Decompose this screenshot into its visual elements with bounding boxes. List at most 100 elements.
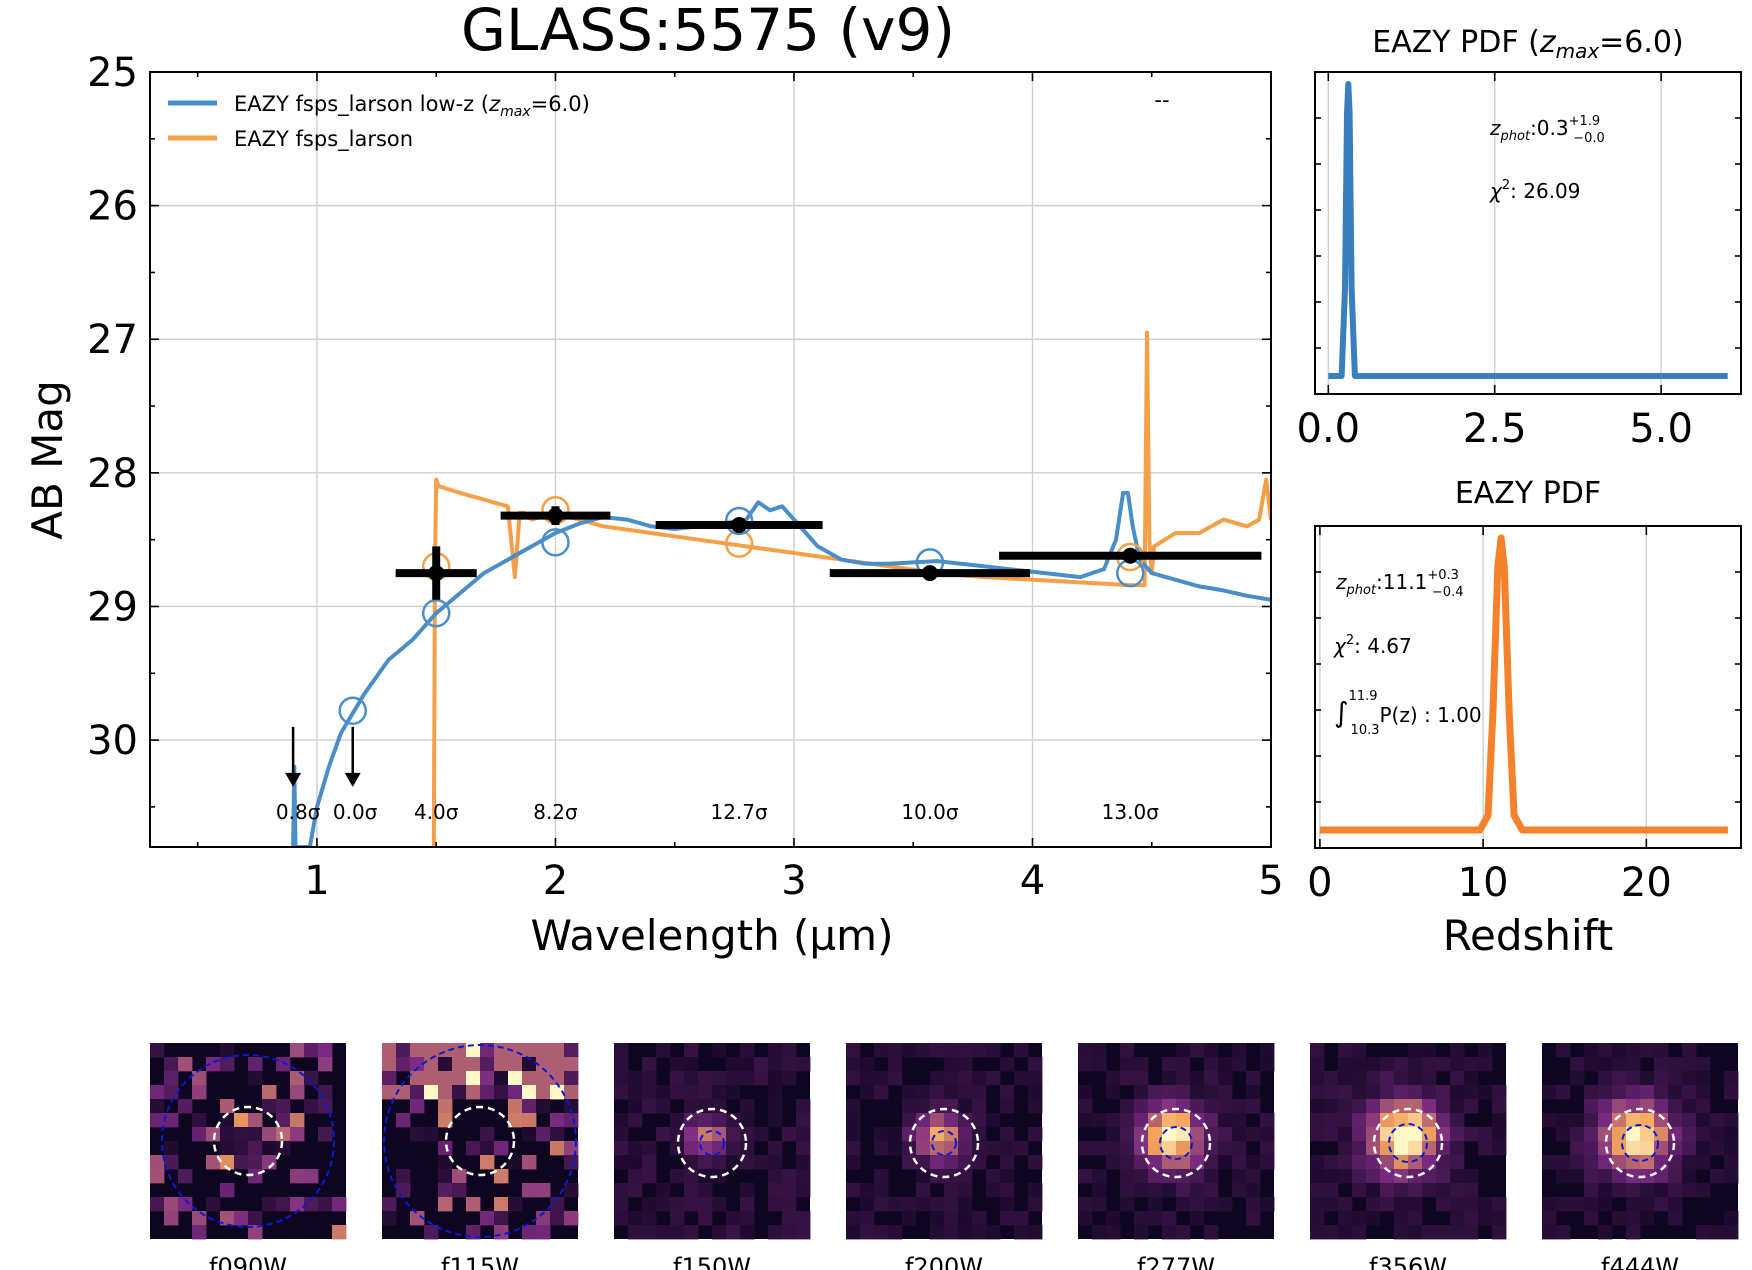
stamp-pixel <box>536 1043 551 1058</box>
stamp-pixel <box>1570 1155 1585 1170</box>
sed-phot-point <box>428 565 445 582</box>
stamp-pixel <box>1218 1141 1233 1156</box>
stamp-pixel <box>930 1113 945 1128</box>
stamp-pixel <box>1218 1155 1233 1170</box>
stamp-pixel <box>550 1211 565 1226</box>
stamp-pixel <box>1668 1183 1683 1198</box>
stamp-pixel <box>1682 1071 1697 1086</box>
stamp-pixel <box>860 1211 875 1226</box>
stamp-pixel <box>1724 1211 1739 1226</box>
stamp-pixel <box>1492 1127 1507 1142</box>
stamp-pixel <box>1696 1113 1711 1128</box>
stamp-pixel <box>1218 1099 1233 1114</box>
stamp-pixel <box>192 1113 207 1128</box>
stamp-pixel <box>1218 1071 1233 1086</box>
stamp-pixel <box>332 1197 347 1212</box>
stamp-pixel <box>614 1183 629 1198</box>
stamp-pixel <box>698 1085 713 1100</box>
stamp-pixel <box>1492 1197 1507 1212</box>
stamp-pixel <box>958 1127 973 1142</box>
stamp-pixel <box>494 1141 509 1156</box>
stamp-pixel <box>1710 1169 1725 1184</box>
stamp-pixel <box>318 1085 333 1100</box>
stamp-pixel <box>796 1155 811 1170</box>
stamp-pixel <box>972 1225 987 1240</box>
stamp-pixel <box>1598 1113 1613 1128</box>
stamp-pixel <box>480 1211 495 1226</box>
stamp-pixel <box>1176 1141 1191 1156</box>
stamp-pixel <box>670 1057 685 1072</box>
legend-orange-label: EAZY fsps_larson <box>234 127 413 152</box>
stamp-pixel <box>1682 1099 1697 1114</box>
stamp-pixel <box>902 1197 917 1212</box>
stamp-pixel <box>614 1085 629 1100</box>
stamp-pixel <box>1380 1141 1395 1156</box>
stamp-pixel <box>628 1085 643 1100</box>
stamp-pixel <box>986 1071 1001 1086</box>
sed-x-tick-label: 2 <box>543 858 568 904</box>
stamp-pixel <box>1190 1113 1205 1128</box>
pdf-lowz-line <box>1328 81 1728 379</box>
pdf-full-integral: ∫11.9 10.3P(z) : 1.00 <box>1334 689 1482 738</box>
sed-x-tick-labels: 1 2 3 4 5 <box>304 858 1283 904</box>
stamp-pixel <box>1612 1071 1627 1086</box>
stamp-pixel <box>1260 1113 1275 1128</box>
stamp-pixel <box>1542 1085 1557 1100</box>
stamp-pixel <box>888 1043 903 1058</box>
stamp-pixel <box>628 1141 643 1156</box>
stamp-pixel <box>1366 1197 1381 1212</box>
stamp-outer-aperture <box>1159 1126 1193 1160</box>
stamp-pixel <box>522 1043 537 1058</box>
stamp-pixel <box>276 1127 291 1142</box>
stamp-pixel <box>1366 1155 1381 1170</box>
stamp-pixel <box>930 1225 945 1240</box>
cutout-stamps: f090W f115W f150W f200W f277W f356W f444W <box>150 1043 1739 1270</box>
stamp-pixel <box>1654 1043 1669 1058</box>
stamp-pixel <box>874 1127 889 1142</box>
stamp-pixel <box>1626 1211 1641 1226</box>
stamp-pixel <box>1696 1085 1711 1100</box>
stamp-pixel <box>1394 1197 1409 1212</box>
stamp-pixel <box>846 1127 861 1142</box>
stamp-pixel <box>642 1085 657 1100</box>
stamp-pixel <box>466 1071 481 1086</box>
stamp-pixel <box>1612 1113 1627 1128</box>
stamp-pixel <box>1028 1085 1043 1100</box>
stamp-pixel <box>1598 1127 1613 1142</box>
stamp-pixel <box>782 1211 797 1226</box>
stamp-pixel <box>494 1085 509 1100</box>
stamp-pixel <box>902 1211 917 1226</box>
stamp-pixel <box>768 1071 783 1086</box>
stamp-pixel <box>178 1099 193 1114</box>
stamp-pixel <box>248 1225 263 1240</box>
stamp-pixel <box>768 1057 783 1072</box>
stamp-pixel <box>1232 1155 1247 1170</box>
stamp-pixel <box>846 1057 861 1072</box>
stamp-pixel <box>1408 1183 1423 1198</box>
stamp-pixel <box>768 1155 783 1170</box>
stamp-pixel <box>1654 1127 1669 1142</box>
stamp-pixel <box>740 1183 755 1198</box>
stamp-pixel <box>248 1211 263 1226</box>
stamp-pixel <box>1612 1183 1627 1198</box>
stamp-pixel <box>1162 1183 1177 1198</box>
stamp-pixel <box>1696 1057 1711 1072</box>
stamp-pixel <box>916 1155 931 1170</box>
stamp-pixel <box>1584 1169 1599 1184</box>
stamp-pixel <box>150 1043 165 1058</box>
stamp-pixel <box>1366 1057 1381 1072</box>
stamp-pixel <box>1218 1057 1233 1072</box>
stamp-pixel <box>670 1169 685 1184</box>
stamp-pixel <box>1338 1057 1353 1072</box>
stamp-pixel <box>1556 1113 1571 1128</box>
stamp-pixel <box>1352 1057 1367 1072</box>
stamp-pixel <box>874 1141 889 1156</box>
stamp-pixel <box>958 1169 973 1184</box>
stamp-pixel <box>930 1043 945 1058</box>
stamp-pixel <box>1000 1183 1015 1198</box>
stamp-pixel <box>396 1169 411 1184</box>
stamp-pixel <box>220 1043 235 1058</box>
stamp-pixel <box>508 1197 523 1212</box>
stamp-pixel <box>1260 1057 1275 1072</box>
stamp-pixel <box>466 1197 481 1212</box>
